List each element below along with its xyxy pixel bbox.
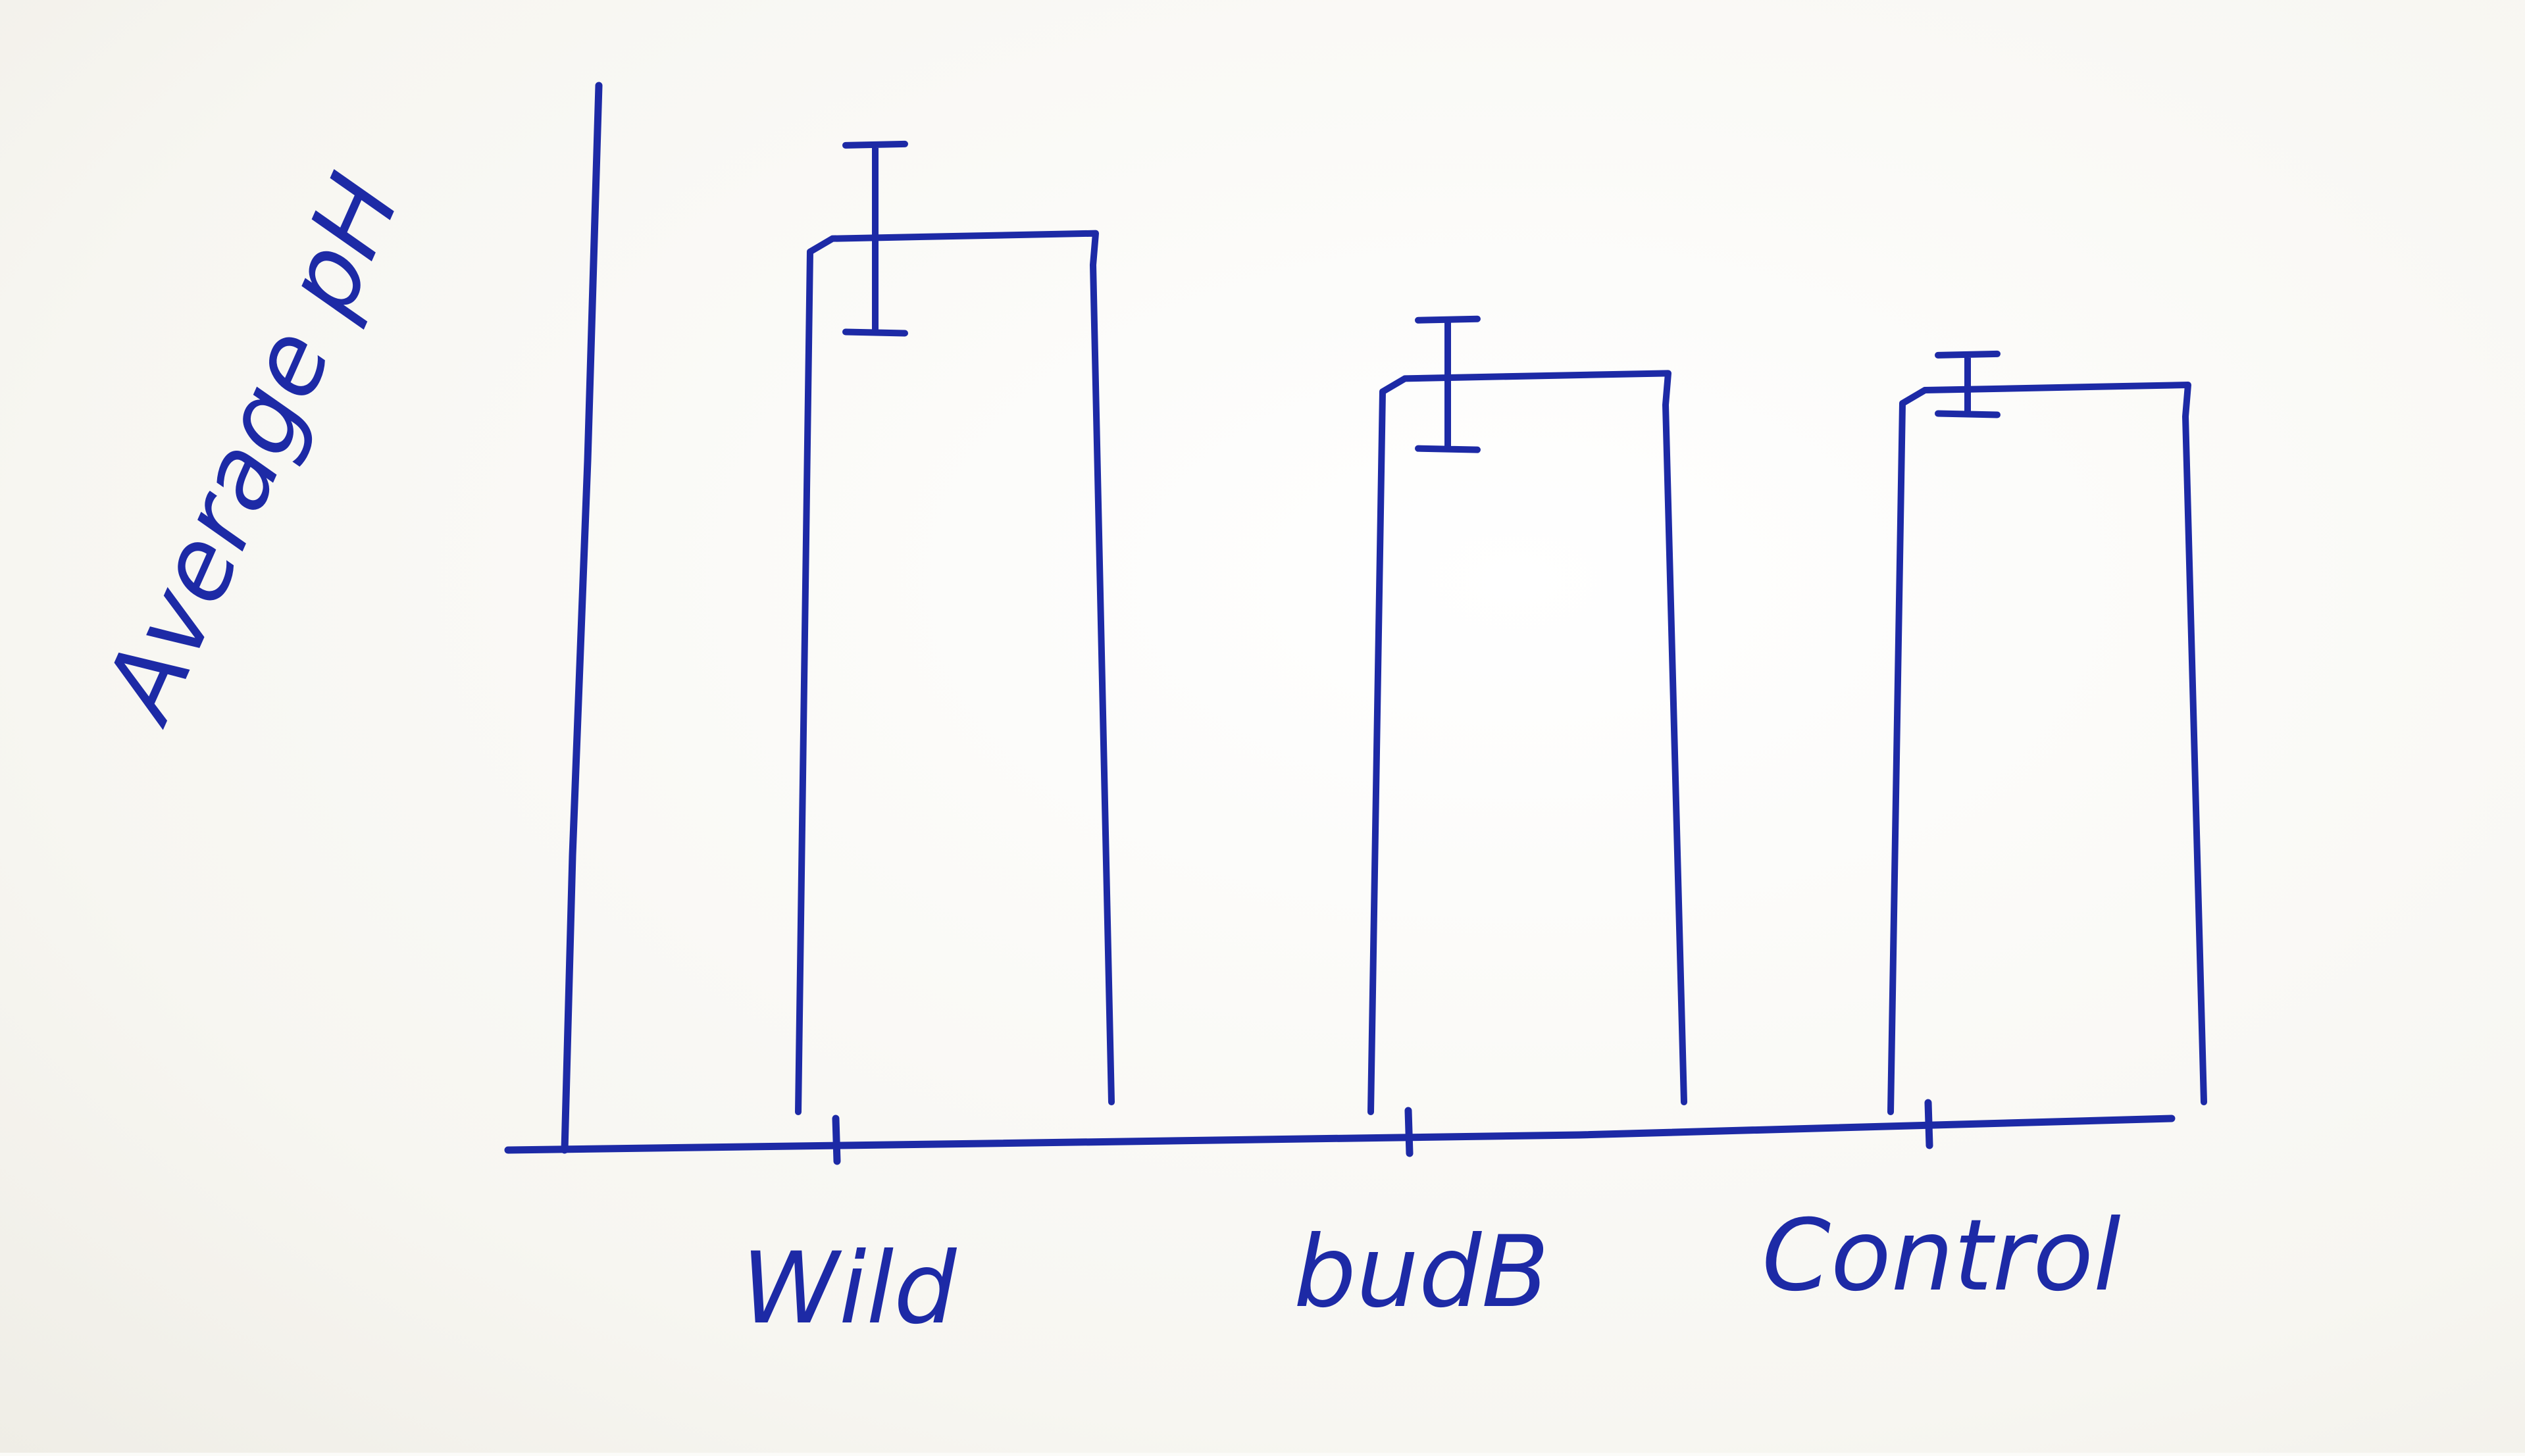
y-axis-label: Average pH (80, 159, 422, 740)
bar-control (1887, 382, 2207, 1115)
bar-wild (795, 230, 1115, 1115)
error-bar-budb (1415, 315, 1481, 453)
x-tick-label-budb: budB (1294, 1215, 1549, 1330)
x-axis-line (504, 1115, 2176, 1154)
axes (504, 82, 2176, 1154)
x-tick-wild (832, 1115, 841, 1165)
x-tick-label-control: Control (1762, 1199, 2121, 1313)
labels: Average pH Wild budB Control (80, 159, 2121, 1346)
bars (795, 140, 2207, 1165)
x-tick-label-wild: Wild (742, 1232, 957, 1346)
error-bar-wild (842, 140, 908, 337)
y-axis-line (561, 82, 603, 1154)
x-tick-budb (1404, 1107, 1414, 1157)
x-tick-control (1924, 1099, 1933, 1149)
error-bar-control (1935, 350, 2001, 418)
bar-budb (1367, 370, 1687, 1115)
